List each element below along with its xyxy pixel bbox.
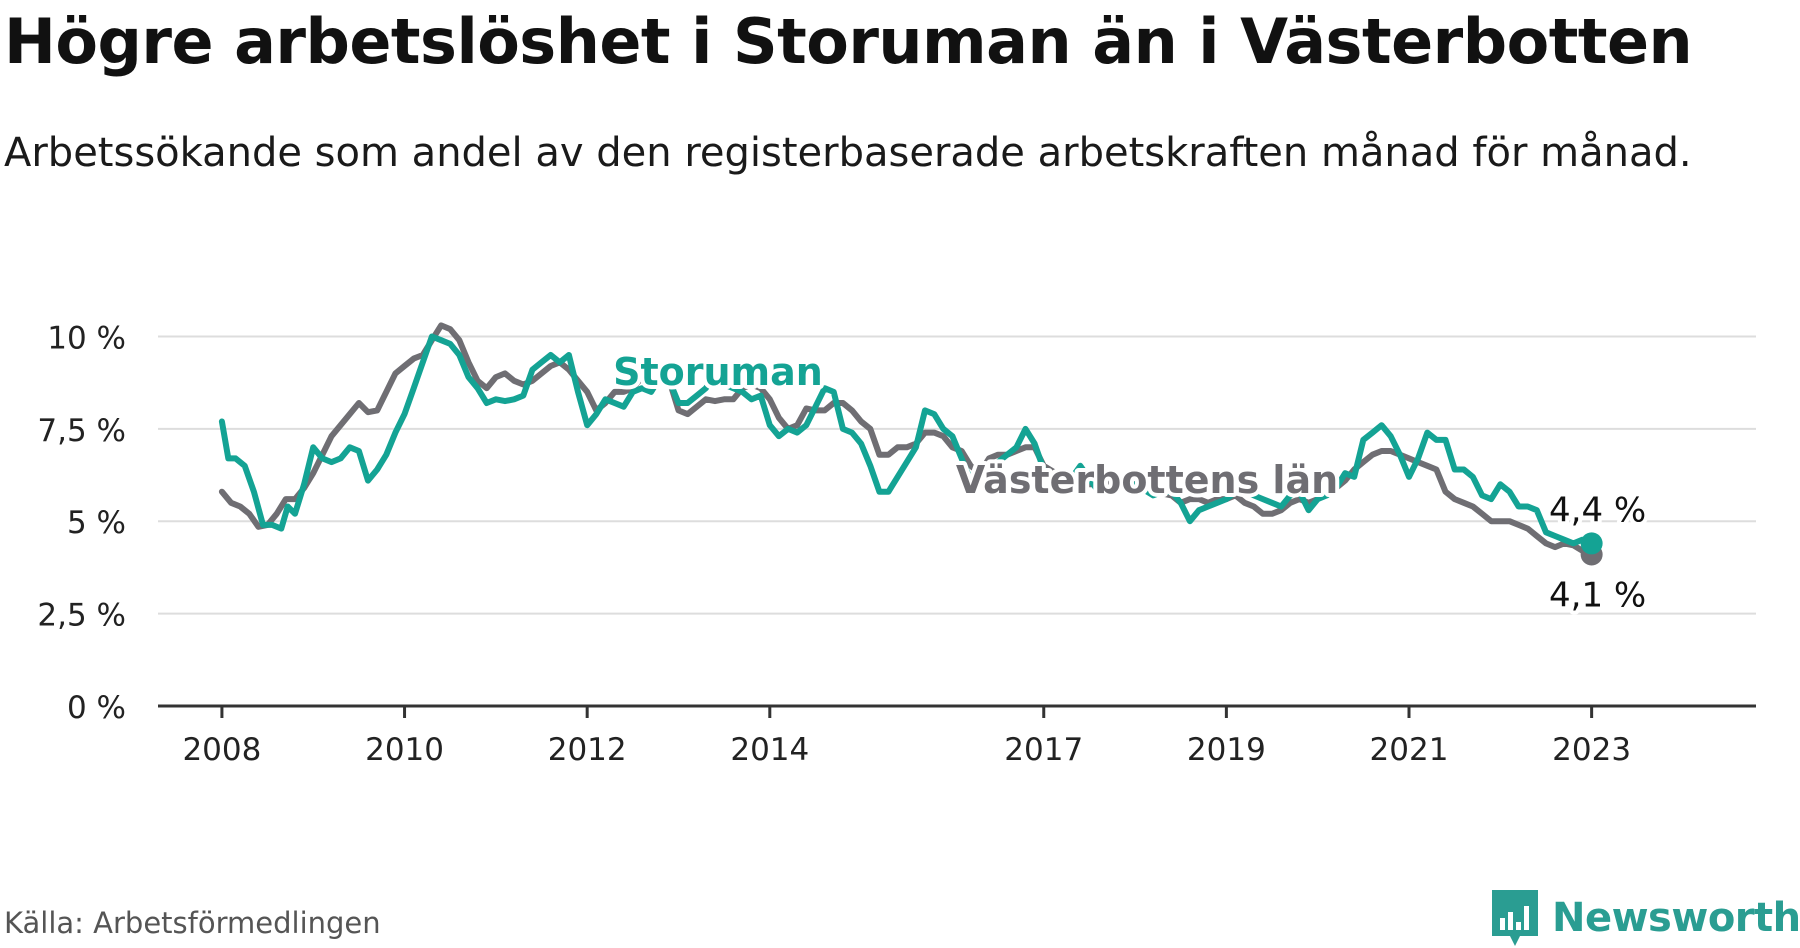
end-label-storuman: 4,4 % xyxy=(1549,490,1646,530)
series-labels: Storuman Västerbottens län 4,4 % 4,1 % xyxy=(609,346,1650,619)
series-lines xyxy=(218,322,1603,566)
series-line-storuman xyxy=(218,333,1595,547)
y-tick-label: 7,5 % xyxy=(37,413,126,449)
x-axis: 2008 2010 2012 2014 2017 2019 2021 2023 xyxy=(158,704,1756,768)
x-tick-label: 2014 xyxy=(730,732,809,768)
x-tick-label: 2017 xyxy=(1004,732,1083,768)
source-note: Källa: Arbetsförmedlingen xyxy=(4,906,381,940)
x-tick-label: 2021 xyxy=(1370,732,1449,768)
newsworthy-logo-icon xyxy=(1492,890,1538,946)
x-tick-label: 2023 xyxy=(1552,732,1631,768)
chart-title: Högre arbetslöshet i Storuman än i Väste… xyxy=(4,5,1693,78)
end-point-storuman xyxy=(1580,532,1603,555)
series-label-vasterbotten: Västerbottens län xyxy=(956,458,1338,502)
x-tick-label: 2008 xyxy=(182,732,261,768)
y-tick-label: 5 % xyxy=(67,505,126,541)
x-tick-label: 2012 xyxy=(548,732,627,768)
series-label-storuman: Storuman xyxy=(613,350,823,394)
y-tick-label: 10 % xyxy=(47,320,126,356)
series-line-vasterbotten xyxy=(218,322,1595,558)
end-label-vasterbotten: 4,1 % xyxy=(1549,575,1646,615)
chart-subtitle: Arbetssökande som andel av den registerb… xyxy=(4,130,1692,176)
y-axis: 0 % 2,5 % 5 % 7,5 % 10 % xyxy=(37,320,126,726)
brand-logo: Newsworthy xyxy=(1490,888,1800,948)
x-tick-label: 2010 xyxy=(365,732,444,768)
brand-name: Newsworthy xyxy=(1552,895,1800,941)
y-tick-label: 2,5 % xyxy=(37,598,126,634)
y-tick-label: 0 % xyxy=(67,690,126,726)
x-tick-label: 2019 xyxy=(1187,732,1266,768)
